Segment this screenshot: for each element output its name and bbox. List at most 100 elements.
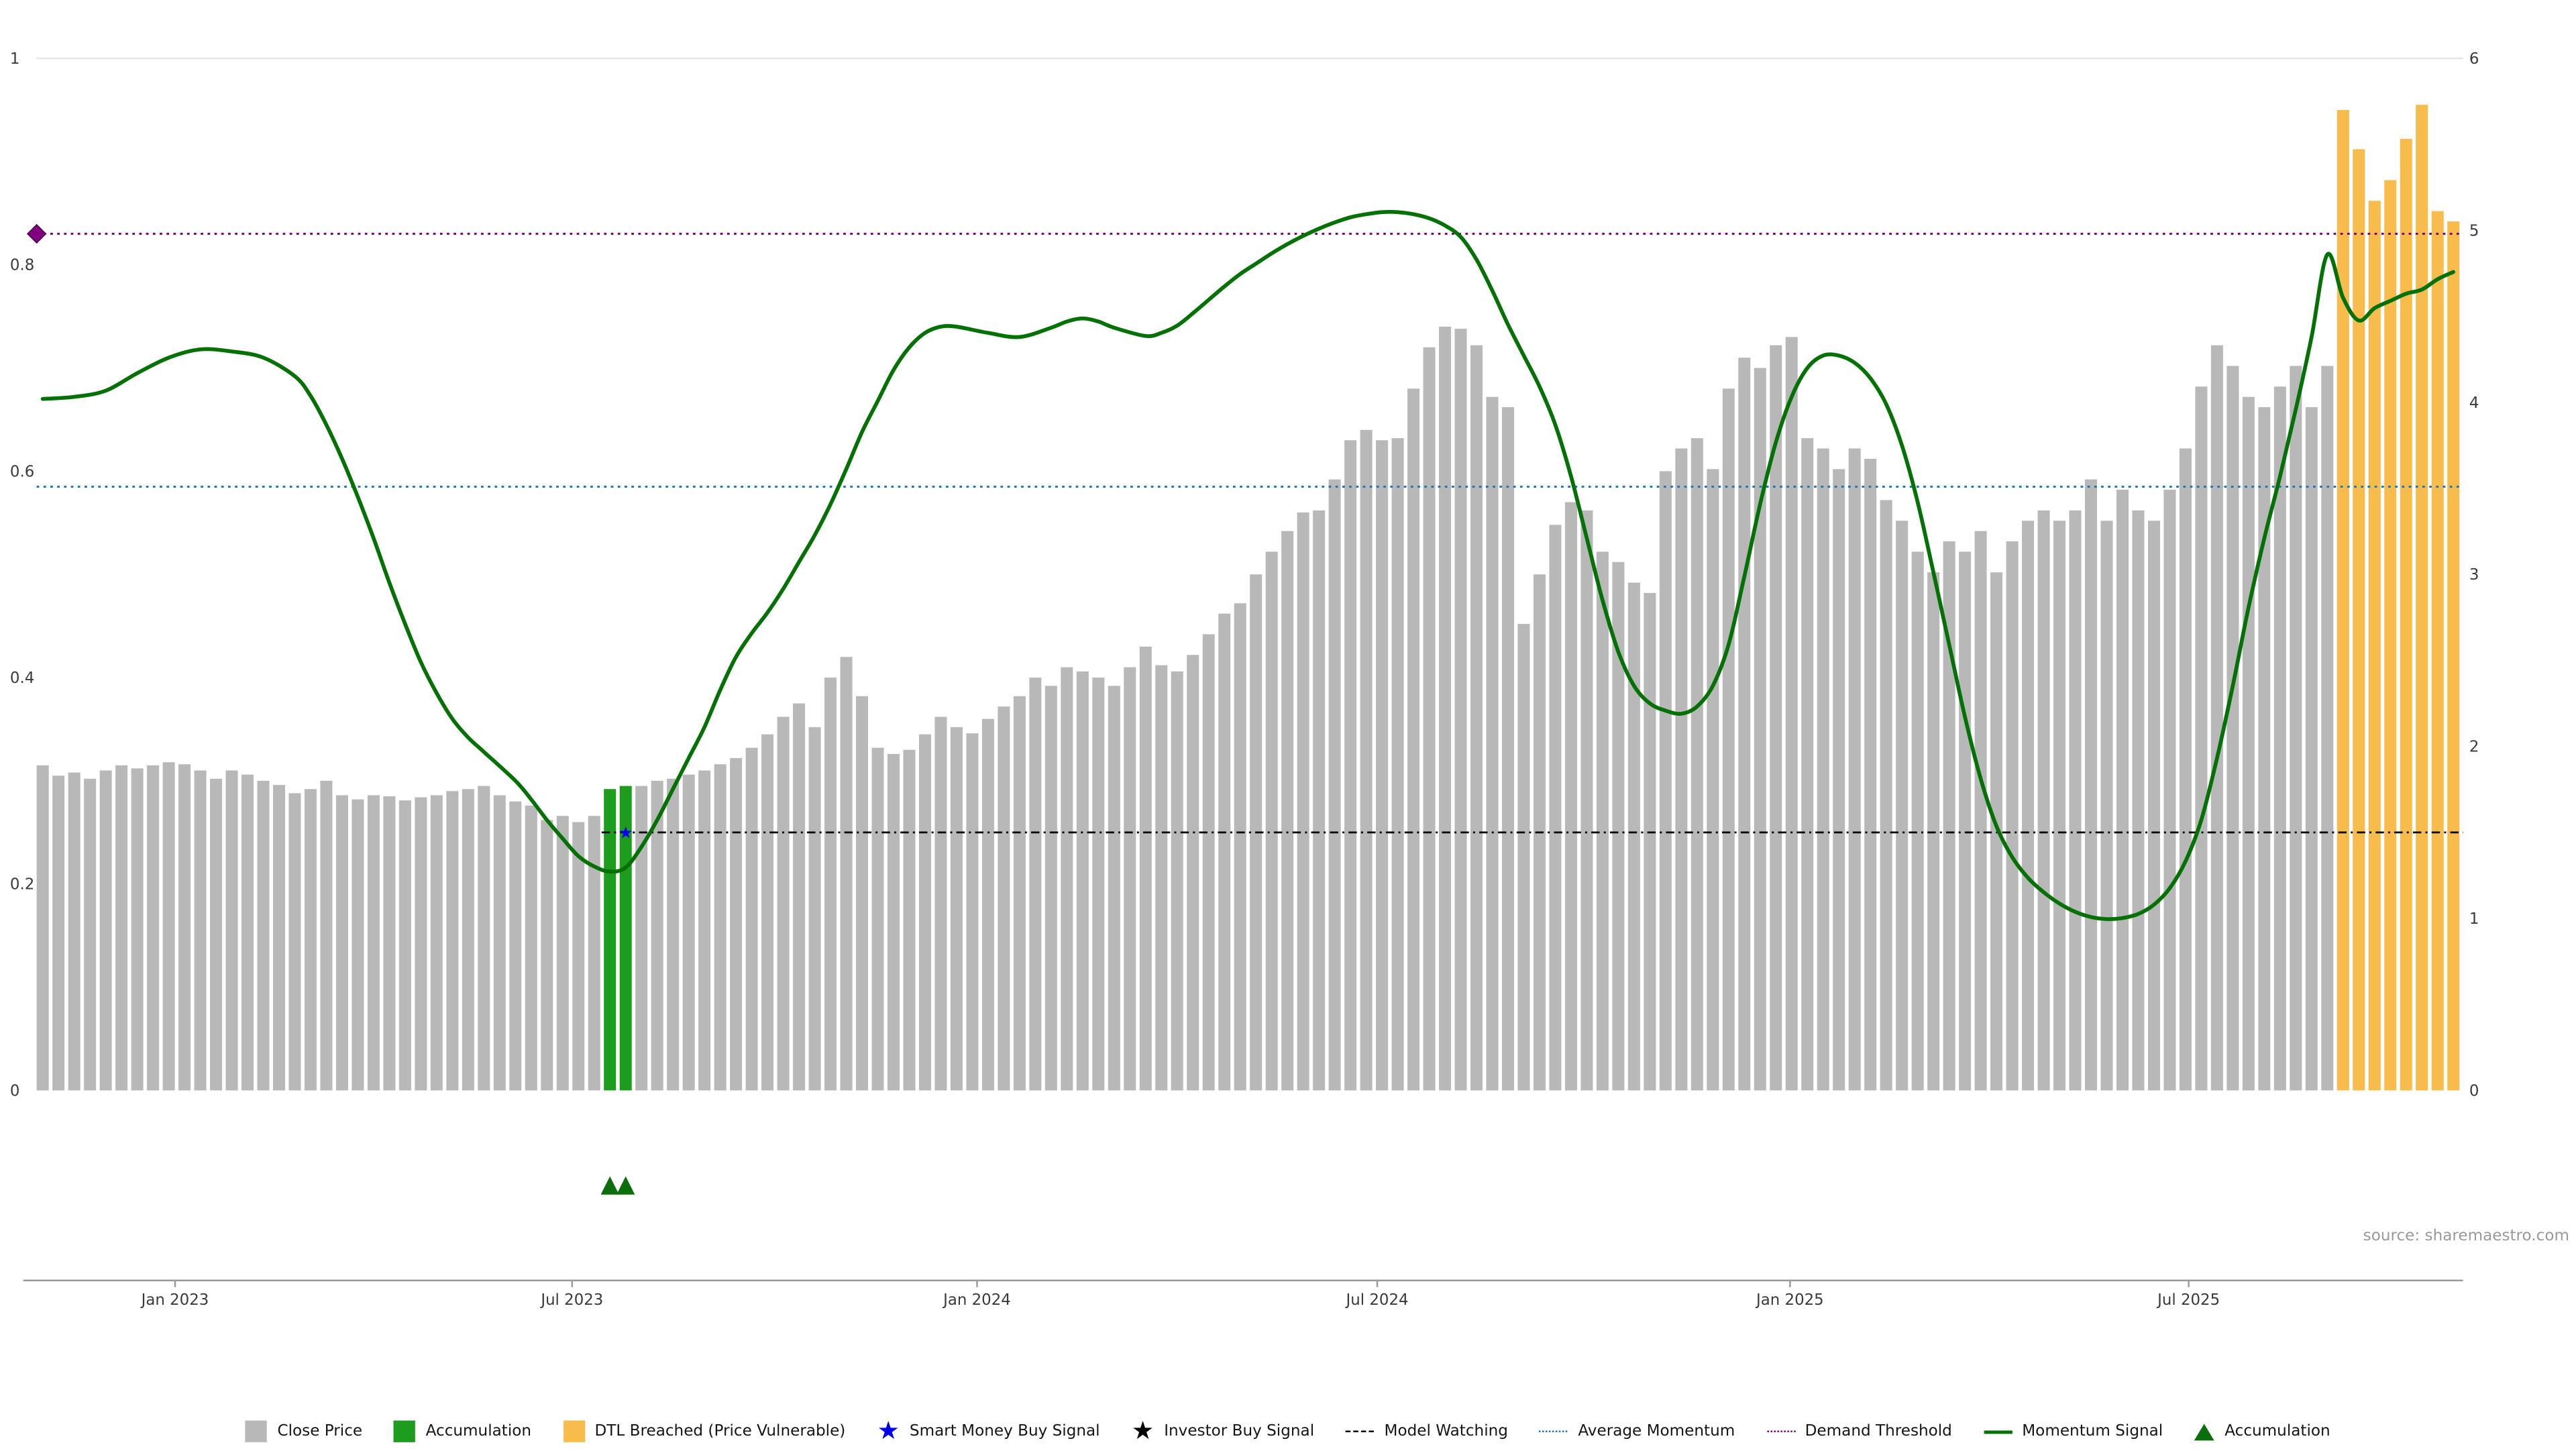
source-note: source: sharemaestro.com bbox=[2363, 1227, 2570, 1246]
close-price-bar bbox=[667, 778, 680, 1091]
star-icon: ★ bbox=[877, 1415, 900, 1446]
close-price-bar bbox=[714, 764, 727, 1091]
close-price-bar bbox=[2226, 366, 2239, 1091]
close-price-bar bbox=[68, 772, 80, 1091]
close-price-bar bbox=[446, 791, 459, 1091]
close-price-bar bbox=[2195, 386, 2208, 1091]
legend-item-smart-money-buy-signal: ★ Smart Money Buy Signal bbox=[877, 1415, 1100, 1446]
close-price-bar bbox=[1391, 438, 1404, 1091]
legend-swatch-icon bbox=[246, 1420, 268, 1442]
close-price-bar bbox=[2100, 521, 2113, 1091]
momentum-signal-line bbox=[40, 209, 2456, 921]
close-price-bar bbox=[304, 789, 317, 1091]
legend-item-demand-threshold: Demand Threshold bbox=[1766, 1422, 1952, 1440]
y-axis-left-tick-label: 1 bbox=[10, 50, 20, 68]
x-axis-tick-label: Jan 2024 bbox=[942, 1291, 1011, 1309]
close-price-bar bbox=[1344, 440, 1357, 1091]
close-price-bar bbox=[950, 727, 963, 1091]
close-price-bar bbox=[1423, 347, 1436, 1091]
close-price-bar bbox=[1833, 469, 1845, 1091]
close-price-bar bbox=[1659, 471, 1672, 1091]
legend-label: Accumulation bbox=[2224, 1422, 2330, 1441]
close-price-bar bbox=[1218, 613, 1231, 1091]
close-price-bar bbox=[1439, 326, 1452, 1091]
legend-item-investor-buy-signal: ★ Investor Buy Signal bbox=[1131, 1415, 1315, 1446]
legend-label: Momentum Signal bbox=[2022, 1422, 2163, 1441]
legend-item-accumulation: Accumulation bbox=[2194, 1422, 2330, 1440]
close-price-bar bbox=[2210, 345, 2223, 1091]
close-price-bar bbox=[84, 778, 97, 1091]
close-price-bar bbox=[478, 786, 490, 1091]
chart-legend: Close Price Accumulation DTL Breached (Pri… bbox=[0, 1415, 2576, 1446]
close-price-bar bbox=[352, 799, 364, 1091]
demand-threshold-diamond-icon bbox=[26, 223, 47, 244]
dtl-breached-bar bbox=[2447, 221, 2460, 1091]
close-price-bar bbox=[1124, 667, 1136, 1091]
close-price-bar bbox=[162, 762, 175, 1091]
close-price-bar bbox=[1517, 624, 1530, 1091]
close-price-bar bbox=[1265, 551, 1278, 1091]
close-price-bar bbox=[320, 780, 333, 1091]
close-price-bar bbox=[430, 795, 443, 1091]
legend-item-average-momentum: Average Momentum bbox=[1540, 1422, 1735, 1440]
close-price-bar bbox=[2273, 386, 2286, 1091]
close-price-bar bbox=[1911, 551, 1924, 1091]
close-price-bar bbox=[1092, 678, 1105, 1091]
close-price-bar bbox=[2053, 521, 2066, 1091]
y-axis-left-tick-label: 0.4 bbox=[10, 669, 34, 687]
close-price-bar bbox=[241, 774, 254, 1091]
close-price-bar bbox=[2290, 366, 2302, 1091]
close-price-bar bbox=[257, 780, 270, 1091]
close-price-bar bbox=[761, 734, 774, 1091]
close-price-bar bbox=[998, 706, 1010, 1091]
close-price-bar bbox=[1187, 655, 1199, 1091]
legend-item-close-price: Close Price bbox=[246, 1420, 363, 1442]
close-price-bar bbox=[462, 789, 474, 1091]
close-price-bar bbox=[934, 716, 947, 1091]
close-price-bar bbox=[2022, 521, 2035, 1091]
close-price-bar bbox=[682, 774, 695, 1091]
close-price-bar bbox=[698, 770, 711, 1091]
close-price-bar bbox=[2258, 407, 2271, 1091]
y-axis-right-tick-label: 4 bbox=[2469, 394, 2479, 412]
close-price-bar bbox=[588, 816, 600, 1091]
close-price-bar bbox=[194, 770, 207, 1091]
y-axis-right-tick-label: 3 bbox=[2469, 566, 2479, 584]
close-price-bar bbox=[1171, 671, 1183, 1091]
close-price-bar bbox=[178, 764, 191, 1091]
y-axis-right-tick-label: 0 bbox=[2469, 1082, 2479, 1099]
y-axis-left-tick-label: 0.8 bbox=[10, 257, 34, 274]
dtl-breached-bar bbox=[2353, 149, 2365, 1091]
close-price-bar bbox=[981, 718, 994, 1091]
close-price-bar bbox=[1376, 440, 1389, 1091]
dtl-breached-bar bbox=[2431, 211, 2444, 1091]
close-price-bar bbox=[1580, 510, 1593, 1091]
close-price-bar bbox=[1044, 686, 1057, 1091]
dtl-breached-bar bbox=[2368, 201, 2381, 1091]
legend-label: Investor Buy Signal bbox=[1164, 1422, 1315, 1441]
close-price-bar bbox=[824, 678, 837, 1091]
close-price-bar bbox=[493, 795, 506, 1091]
close-price-bar bbox=[2242, 396, 2255, 1091]
legend-label: Close Price bbox=[277, 1422, 363, 1441]
close-price-bar bbox=[541, 820, 553, 1091]
close-price-bar bbox=[1974, 531, 1987, 1091]
close-price-bar bbox=[1281, 531, 1294, 1091]
close-price-bar bbox=[730, 758, 743, 1091]
close-price-bar bbox=[966, 733, 979, 1091]
y-axis-right-tick-label: 6 bbox=[2469, 50, 2479, 68]
close-price-bar bbox=[918, 734, 931, 1091]
close-price-bar bbox=[1675, 448, 1688, 1091]
y-axis-left-tick-label: 0.2 bbox=[10, 876, 34, 894]
legend-item-accumulation: Accumulation bbox=[394, 1420, 531, 1442]
close-price-bar bbox=[1013, 696, 1026, 1091]
legend-item-dtl-breached-price-vulnerable: DTL Breached (Price Vulnerable) bbox=[563, 1420, 845, 1442]
close-price-bar bbox=[288, 793, 301, 1091]
y-axis-right-tick-label: 1 bbox=[2469, 910, 2479, 928]
close-price-bar bbox=[1108, 686, 1120, 1091]
close-price-bar bbox=[2116, 490, 2129, 1091]
star-icon: ★ bbox=[1131, 1415, 1155, 1446]
legend-swatch-icon bbox=[1346, 1430, 1375, 1432]
close-price-bar bbox=[1770, 345, 1782, 1091]
close-price-bar bbox=[1061, 667, 1073, 1091]
